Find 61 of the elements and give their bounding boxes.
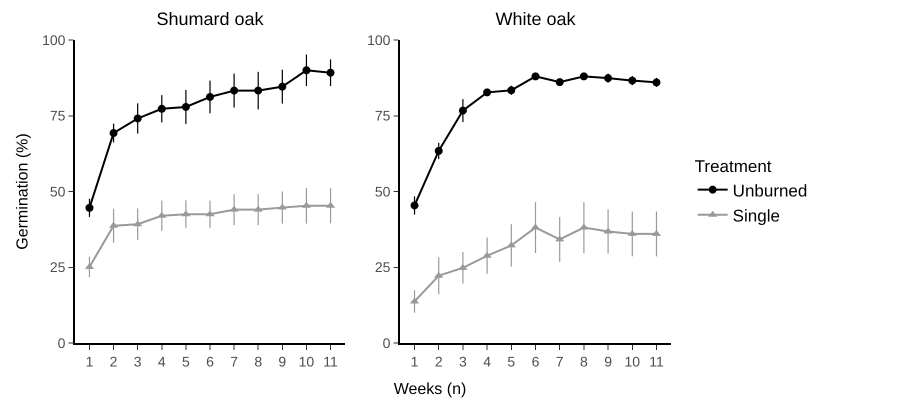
point (326, 68, 335, 77)
x-tick-label: 11 (323, 354, 338, 370)
x-tick-label: 11 (649, 354, 664, 370)
x-tick-label: 9 (278, 354, 286, 370)
x-tick-label: 5 (507, 354, 516, 370)
point (628, 76, 636, 85)
point (532, 72, 540, 80)
point (278, 82, 286, 91)
x-tick-label: 6 (206, 354, 214, 370)
point (556, 78, 564, 86)
x-tick-label: 3 (134, 354, 142, 370)
point (604, 74, 612, 82)
point (85, 204, 94, 212)
y-tick-label: 0 (382, 334, 391, 351)
point (507, 86, 516, 94)
x-tick-label: 2 (110, 354, 118, 370)
y-tick-label: 0 (58, 334, 66, 351)
x-tick-label: 6 (532, 354, 540, 370)
point (230, 86, 238, 95)
y-tick-label: 50 (50, 183, 66, 200)
point (254, 86, 262, 95)
point (434, 146, 443, 155)
point (134, 114, 142, 122)
point (458, 106, 467, 115)
x-tick-label: 1 (410, 354, 419, 370)
x-tick-label: 9 (604, 354, 612, 370)
legend-label: Unburned (732, 181, 808, 200)
chart-title: White oak (495, 8, 577, 29)
x-tick-label: 5 (182, 354, 190, 370)
legend-label: Single (732, 206, 780, 226)
y-tick-label: 50 (374, 183, 391, 200)
point (483, 88, 492, 96)
y-tick-label: 100 (367, 32, 391, 48)
x-tick-label: 4 (483, 354, 492, 370)
x-tick-label: 10 (298, 354, 314, 370)
x-axis-title: Weeks (n) (392, 381, 468, 399)
x-tick-label: 7 (230, 354, 238, 370)
y-tick-label: 75 (374, 108, 391, 124)
point (652, 78, 660, 86)
y-tick-label: 25 (374, 259, 391, 276)
y-tick-label: 75 (50, 108, 66, 124)
x-tick-label: 1 (86, 354, 94, 370)
x-tick-label: 2 (434, 354, 443, 370)
x-tick-label: 7 (556, 354, 564, 370)
x-tick-label: 4 (158, 354, 166, 370)
point (158, 104, 166, 113)
point (206, 92, 214, 101)
chart-title: Shumard oak (156, 8, 265, 29)
point (302, 66, 310, 74)
point (410, 201, 419, 210)
point (182, 102, 190, 111)
legend-title: Treatment (694, 157, 772, 176)
x-tick-label: 8 (580, 354, 588, 370)
x-tick-label: 8 (254, 354, 262, 370)
x-tick-label: 10 (624, 354, 640, 370)
point (110, 129, 118, 138)
point (580, 72, 588, 80)
x-tick-label: 3 (459, 354, 468, 370)
y-tick-label: 25 (50, 259, 66, 276)
y-axis-title: Germination (%) (14, 133, 32, 250)
y-tick-label: 100 (42, 32, 66, 48)
